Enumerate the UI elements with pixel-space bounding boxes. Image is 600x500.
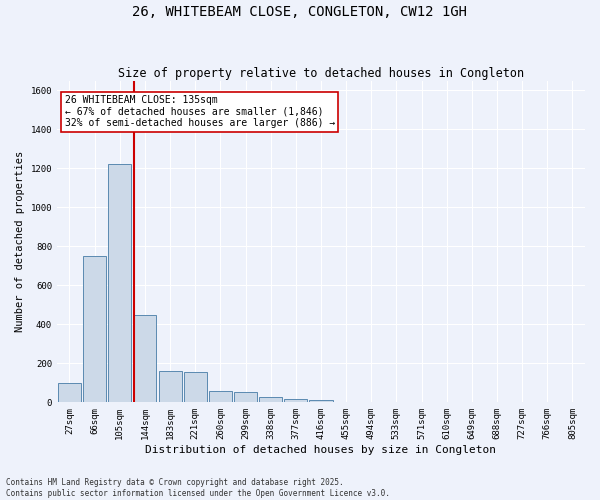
Bar [83, 256, 106, 402]
Bar [234, 392, 257, 402]
Bar [209, 390, 232, 402]
Bar [158, 371, 182, 402]
Text: Contains HM Land Registry data © Crown copyright and database right 2025.
Contai: Contains HM Land Registry data © Crown c… [6, 478, 390, 498]
Bar [184, 372, 207, 402]
Y-axis label: Number of detached properties: Number of detached properties [15, 151, 25, 332]
Bar [58, 383, 81, 402]
X-axis label: Distribution of detached houses by size in Congleton: Distribution of detached houses by size … [145, 445, 496, 455]
Bar [310, 400, 332, 402]
Bar [284, 399, 307, 402]
Bar [133, 314, 157, 402]
Title: Size of property relative to detached houses in Congleton: Size of property relative to detached ho… [118, 66, 524, 80]
Text: 26 WHITEBEAM CLOSE: 135sqm
← 67% of detached houses are smaller (1,846)
32% of s: 26 WHITEBEAM CLOSE: 135sqm ← 67% of deta… [65, 95, 335, 128]
Bar [108, 164, 131, 402]
Bar [259, 397, 282, 402]
Text: 26, WHITEBEAM CLOSE, CONGLETON, CW12 1GH: 26, WHITEBEAM CLOSE, CONGLETON, CW12 1GH [133, 5, 467, 19]
